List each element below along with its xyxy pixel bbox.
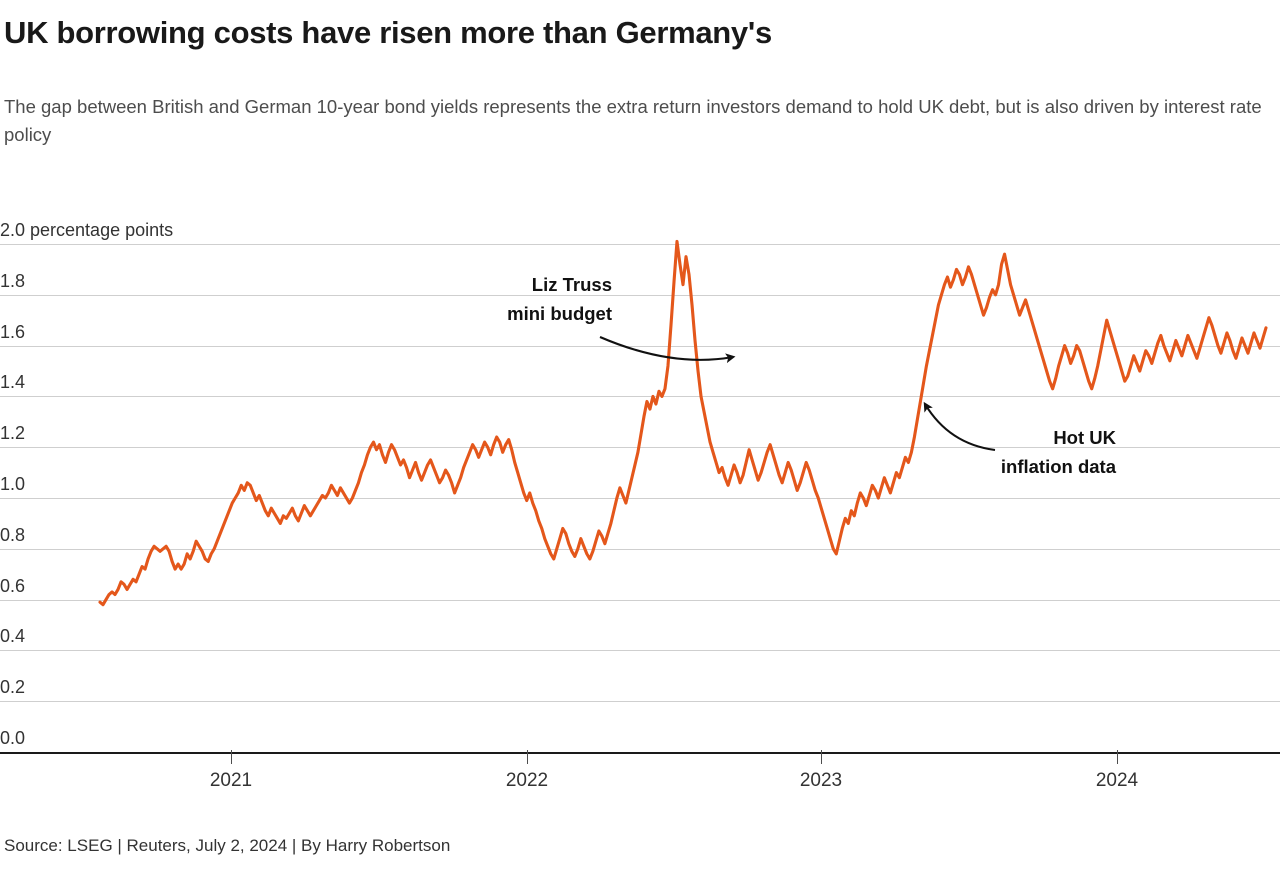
y-tick-label-0.0: 0.0 [0, 728, 26, 748]
plot-area: 2.0 percentage points 1.8 1.6 1.4 1.2 1.0 0.8 0… [0, 220, 1280, 760]
gridline-1.8 [0, 294, 1280, 296]
gridline-0.2 [0, 701, 1280, 703]
annotation-liz-truss: Liz Truss mini budget [507, 274, 612, 324]
gridline-1.4 [0, 396, 1280, 398]
x-tick-label-2023: 2023 [799, 770, 843, 791]
x-tick-2024 [1117, 750, 1118, 764]
y-tick-label-1.8: 1.8 [0, 270, 26, 291]
y-tick-label-1.2: 1.2 [0, 423, 26, 444]
y-tick-label-1.6: 1.6 [0, 321, 26, 342]
gridline-0.8 [0, 548, 1280, 550]
x-tick-label-2024: 2024 [1095, 770, 1139, 791]
gridline-1.0 [0, 498, 1280, 499]
y-tick-label-0.4: 0.4 [0, 626, 26, 647]
series-line-0 [98, 239, 1268, 607]
page-title: UK borrowing costs have risen more than … [4, 15, 772, 50]
x-tick-2021 [231, 750, 232, 764]
y-tick-label-0.8: 0.8 [0, 524, 26, 545]
x-tick-label-2022: 2022 [505, 770, 549, 791]
y-tick-label-1.4: 1.4 [0, 372, 26, 393]
series-line-group [98, 239, 1268, 607]
chart-subtitle: The gap between British and German 10-ye… [4, 96, 1262, 145]
x-tick-label-2021: 2021 [209, 770, 253, 791]
gridline-0.0 [0, 752, 1280, 754]
y-tick-label-2.0: 2.0 percentage points [0, 220, 174, 240]
y-tick-label-0.6: 0.6 [0, 575, 26, 596]
x-tick-2022 [527, 750, 528, 764]
x-tick-2023 [821, 750, 822, 764]
gridline-0.4 [0, 650, 1280, 652]
y-tick-label-0.2: 0.2 [0, 677, 26, 698]
source-credit: Source: LSEG | Reuters, July 2, 2024 | B… [4, 836, 451, 855]
gridlines-group: 2.0 percentage points 1.8 1.6 1.4 1.2 1.0 0.8 0… [0, 220, 1280, 760]
gridline-0.6 [0, 599, 1280, 601]
annotation-hot-uk-inflation: Hot UK inflation data [1000, 427, 1116, 477]
y-tick-label-1.0: 1.0 [0, 474, 26, 494]
x-axis: 2021 2022 2023 2024 [0, 750, 1280, 820]
gridline-2.0 [0, 244, 1280, 245]
